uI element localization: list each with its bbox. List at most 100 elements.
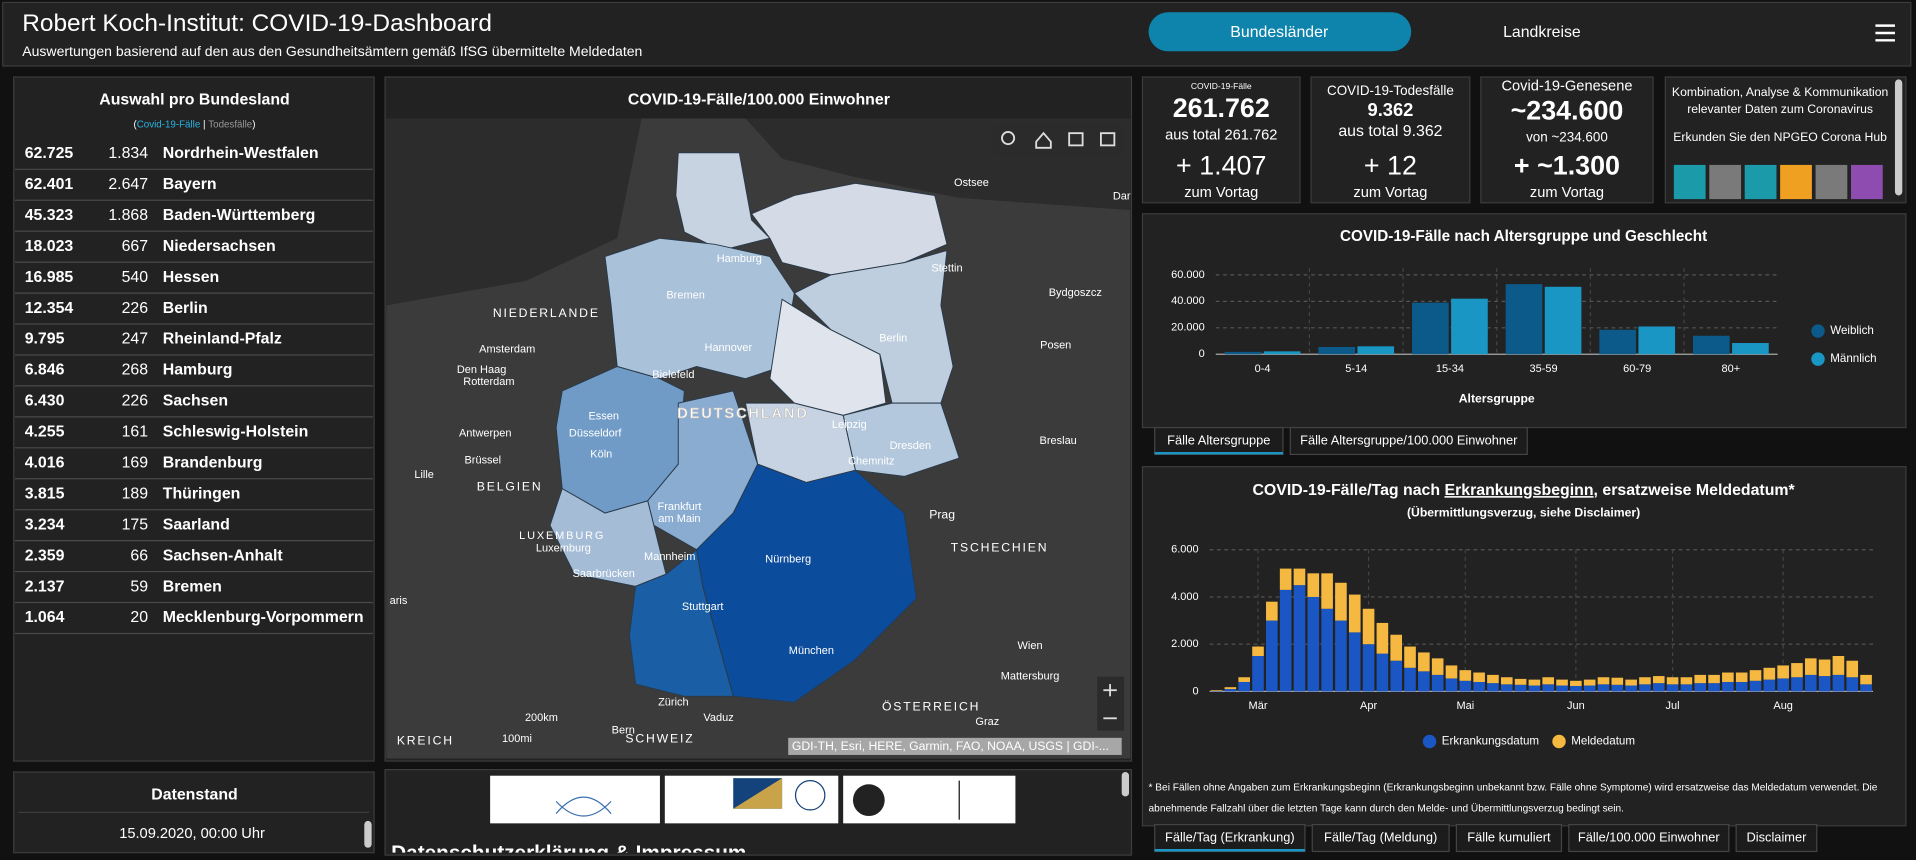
scrollbar[interactable] [1121,772,1130,797]
bar-segment [1348,632,1361,692]
bar-segment [1804,658,1817,675]
tab-label[interactable]: Landkreise [1503,24,1581,41]
search-icon[interactable] [1001,131,1016,146]
kpi-card [1310,76,1471,204]
legend-label: Weiblich [1830,324,1874,337]
bar-segment [1362,608,1375,645]
bar-segment [1818,659,1831,677]
legend-swatch [1811,324,1825,338]
map-state[interactable] [628,548,734,697]
scrollbar[interactable] [364,820,372,848]
header-subtitle: Auswertungen basierend auf den aus den G… [22,43,642,59]
hub-text: relevanter Daten zum Coronavirus [1687,102,1873,116]
x-tick-label: Mär [1249,700,1268,712]
basemap-icon[interactable] [1100,132,1116,147]
tab-bundeslaender[interactable] [1148,12,1412,52]
bar [1263,351,1301,355]
hub-icon[interactable] [1850,164,1883,200]
hub-icon[interactable] [1744,164,1777,200]
tab-label[interactable]: Fälle/Tag (Erkrankung) [1165,829,1295,844]
bar-segment [1639,684,1651,692]
tab[interactable] [1311,823,1450,853]
kpi-change: + ~1.300 [1514,150,1620,180]
row-name: Sachsen [163,393,228,410]
hub-icons[interactable] [1673,164,1883,200]
bar-segment [1335,620,1347,692]
legend-part: | [203,119,206,130]
map-state[interactable] [750,182,948,276]
bar [1544,286,1582,355]
bar-segment [1266,620,1278,692]
map-label: NIEDERLANDE [493,306,600,320]
row-name: Hamburg [163,362,233,379]
bar-segment [1583,679,1596,686]
legend-label: Männlich [1830,352,1876,365]
x-tick-label: 5-14 [1345,363,1367,375]
kpi-change-label: zum Vortag [1184,185,1258,201]
kpi-label: Covid-19-Genesene [1501,79,1632,95]
y-tick-label: 4.000 [1171,591,1199,603]
tab[interactable] [1568,823,1730,853]
row-deaths: 1.868 [108,207,148,224]
bar-segment [1404,646,1416,668]
tab[interactable] [1455,823,1563,853]
kpi-label: COVID-19-Fälle [1191,81,1252,91]
x-axis-label: Altersgruppe [1459,392,1535,406]
tab[interactable] [1154,426,1284,456]
logo-rki[interactable] [490,775,660,824]
tab[interactable] [1735,823,1818,853]
tab[interactable] [1289,426,1528,456]
header [2,1,1912,67]
bar-segment [1639,677,1651,685]
map-state[interactable] [604,237,795,380]
bar-segment [1431,658,1444,675]
charts: COVID-19-Fälle nach Altersgruppe und Ges… [1149,228,1878,853]
row-deaths: 66 [130,547,148,564]
scrollbar[interactable] [1894,79,1903,196]
map-label: Bern [612,724,635,736]
map-label: Bielefeld [652,369,694,381]
hub-icon[interactable] [1815,164,1848,200]
row-cases: 12.354 [25,300,74,317]
tab-label[interactable]: Fälle Altersgruppe [1167,432,1270,447]
map-label: Zürich [658,696,689,708]
tab-label[interactable]: Disclaimer [1747,829,1808,844]
selector-legend: (Covid-19-Fälle | Todesfälle) [133,119,255,130]
hub-icon[interactable] [1780,164,1812,200]
map-label: Breslau [1040,435,1077,447]
bar-segment [1473,672,1485,682]
row-name: Nordrhein-Westfalen [163,145,319,162]
row-cases: 4.016 [25,455,65,472]
bar-segment [1763,667,1776,680]
logo-globe [852,784,885,817]
row-deaths: 175 [122,516,149,533]
home-icon[interactable] [1035,131,1052,149]
map-label: am Main [658,513,700,525]
tab-label[interactable]: Fälle Altersgruppe/100.000 Einwohner [1300,432,1518,447]
tab-label[interactable]: Bundesländer [1230,24,1329,41]
row-deaths: 540 [122,269,149,286]
hub-icon[interactable] [1673,164,1706,200]
x-tick-label: 15-34 [1436,363,1464,375]
list-icon[interactable] [1068,132,1084,147]
bar-segment [1722,681,1734,692]
bar-segment [1791,663,1803,678]
tab-label[interactable]: Fälle/100.000 Einwohner [1578,829,1720,844]
hub-link[interactable]: Erkunden Sie den NPGEO Corona Hub [1673,130,1887,144]
tab-label[interactable]: Fälle/Tag (Meldung) [1324,829,1437,844]
bar-segment [1542,684,1555,692]
map-state[interactable] [769,298,887,416]
menu-icon[interactable] [1875,24,1895,42]
tab[interactable] [1154,823,1306,853]
bar-segment [1431,674,1444,692]
tab-label[interactable]: Fälle kumuliert [1467,829,1551,844]
bar [1692,335,1730,355]
bar-segment [1597,684,1610,692]
legend-label: Meldedatum [1571,735,1635,748]
map[interactable] [386,118,1131,759]
legend-cases: Covid-19-Fälle [137,119,201,130]
map-state[interactable] [675,152,771,251]
hub-icon[interactable] [1709,164,1742,200]
bar-segment [1735,672,1748,682]
row-name: Schleswig-Holstein [163,424,309,441]
